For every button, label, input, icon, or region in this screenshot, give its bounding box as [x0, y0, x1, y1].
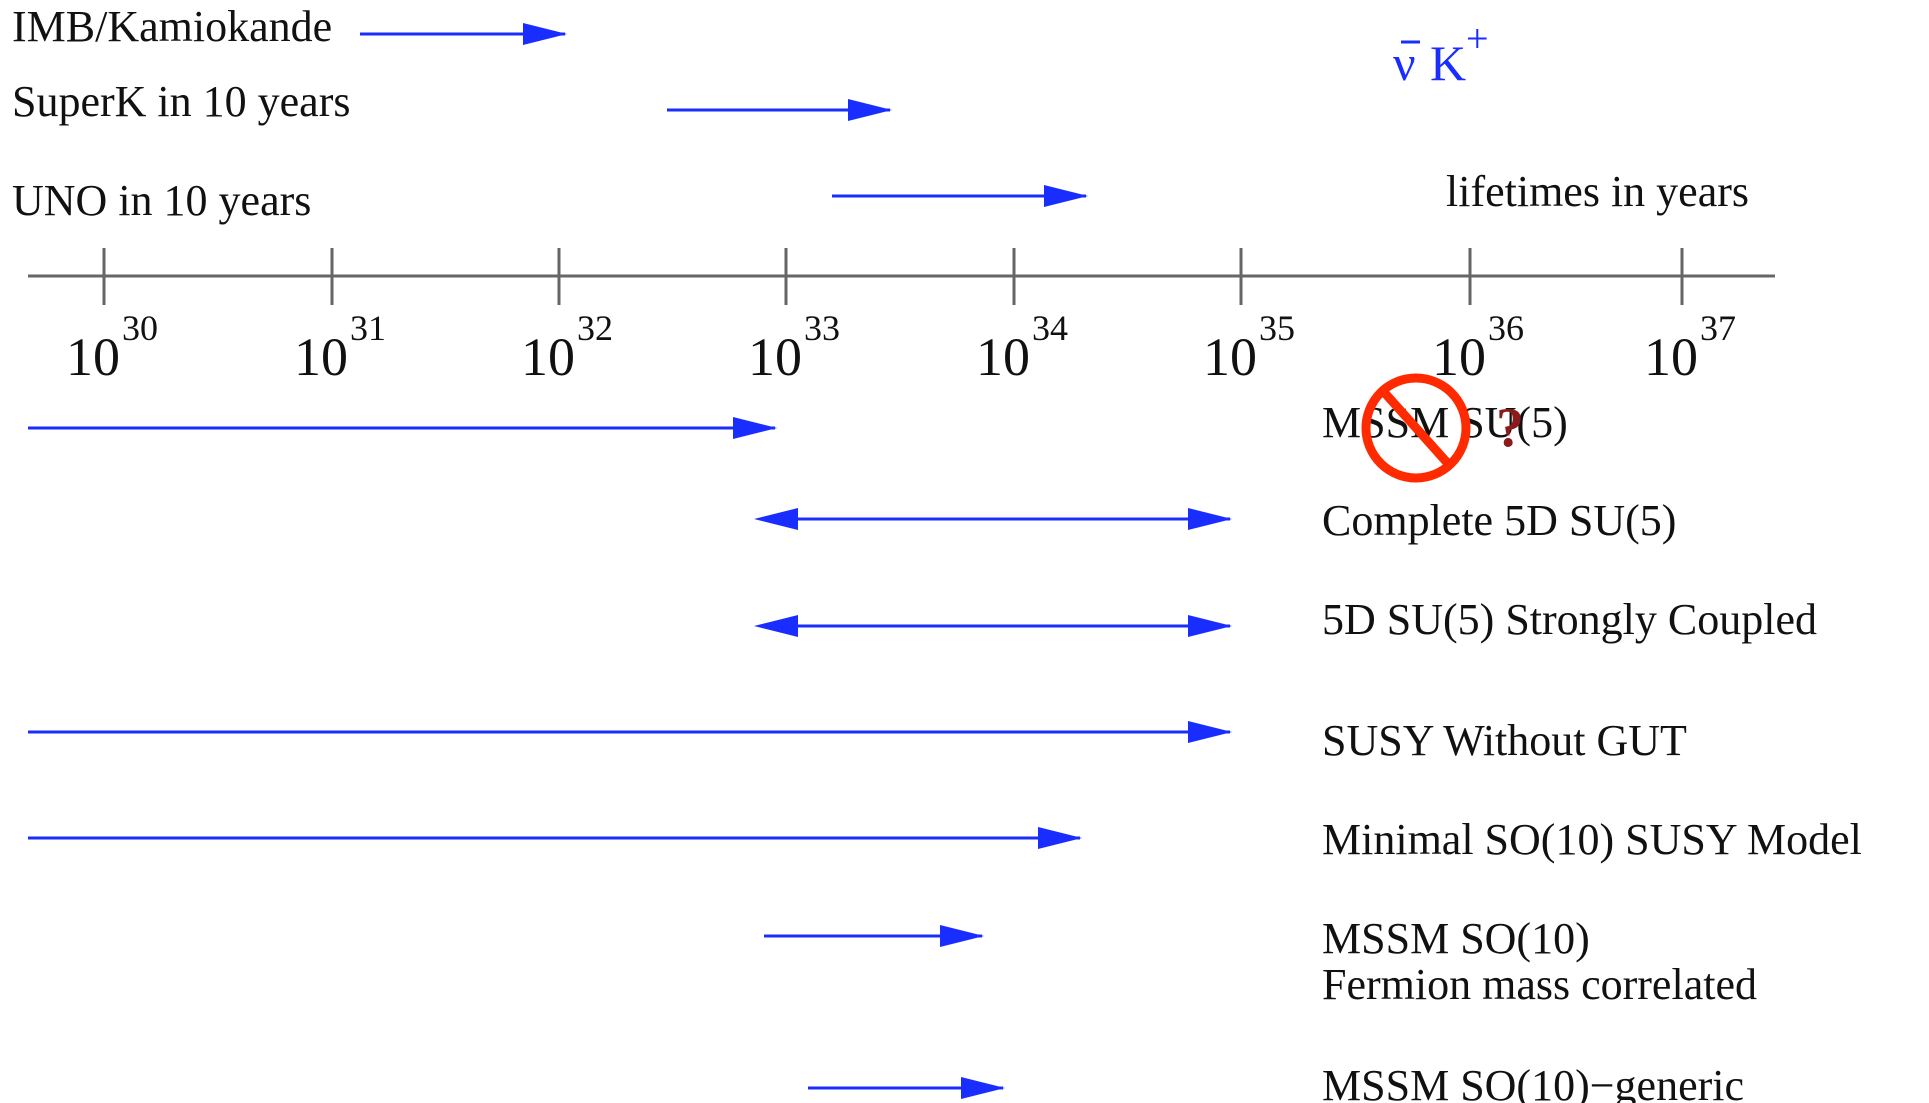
model-label: SUSY Without GUT: [1322, 716, 1687, 765]
model-label: Fermion mass correlated: [1322, 960, 1757, 1009]
axis-tick-label-base: 10: [521, 327, 575, 387]
model-label: MSSM SO(10)−generic: [1322, 1061, 1744, 1103]
excluded-marker: ?: [1361, 373, 1524, 483]
experiment-label: UNO in 10 years: [12, 176, 311, 225]
axis-tick-label-exponent: 31: [350, 308, 386, 348]
axis-tick-label-exponent: 35: [1259, 308, 1295, 348]
axis-tick-label-exponent: 33: [804, 308, 840, 348]
axis-tick-label-base: 10: [294, 327, 348, 387]
experiment-limits: IMB/Kamiokande SuperK in 10 years UNO in 1…: [12, 2, 1088, 225]
experiment-label: SuperK in 10 years: [12, 77, 351, 126]
model-label: Complete 5D SU(5): [1322, 496, 1676, 545]
decay-mode-symbol: ν K +: [1393, 16, 1489, 91]
axis-tick-label-exponent: 36: [1488, 308, 1524, 348]
model-label: Minimal SO(10) SUSY Model: [1322, 815, 1862, 864]
axis-caption: lifetimes in years: [1446, 167, 1749, 216]
model-label: 5D SU(5) Strongly Coupled: [1322, 595, 1817, 644]
axis-tick-label-exponent: 30: [122, 308, 158, 348]
axis-tick-label-base: 10: [1644, 327, 1698, 387]
decay-mode-charge: +: [1466, 16, 1489, 61]
axis-tick-label-base: 10: [66, 327, 120, 387]
decay-mode-kaon: K: [1430, 35, 1466, 91]
axis-tick-label-base: 10: [1432, 327, 1486, 387]
no-symbol-slash: [1379, 387, 1455, 471]
axis-ticks: 10 30 10 31 10 32 10 33 10 34 10 35 10 36 10 37: [66, 248, 1736, 387]
model-label: MSSM SO(10): [1322, 914, 1590, 963]
axis-tick-label-exponent: 37: [1700, 308, 1736, 348]
axis-tick-label-base: 10: [1203, 327, 1257, 387]
axis-tick-label-exponent: 34: [1032, 308, 1068, 348]
experiment-label: IMB/Kamiokande: [12, 2, 332, 51]
decay-mode-neutrino: ν: [1393, 35, 1416, 91]
axis-tick-label-base: 10: [748, 327, 802, 387]
axis-tick-label-exponent: 32: [577, 308, 613, 348]
model-predictions: MSSM SU(5) Complete 5D SU(5) 5D SU(5) Stro…: [28, 398, 1862, 1103]
excluded-question-mark: ?: [1496, 397, 1524, 459]
model-label: MSSM SU(5): [1322, 398, 1568, 447]
no-symbol-icon: [1361, 373, 1471, 483]
axis-tick-label-base: 10: [976, 327, 1030, 387]
